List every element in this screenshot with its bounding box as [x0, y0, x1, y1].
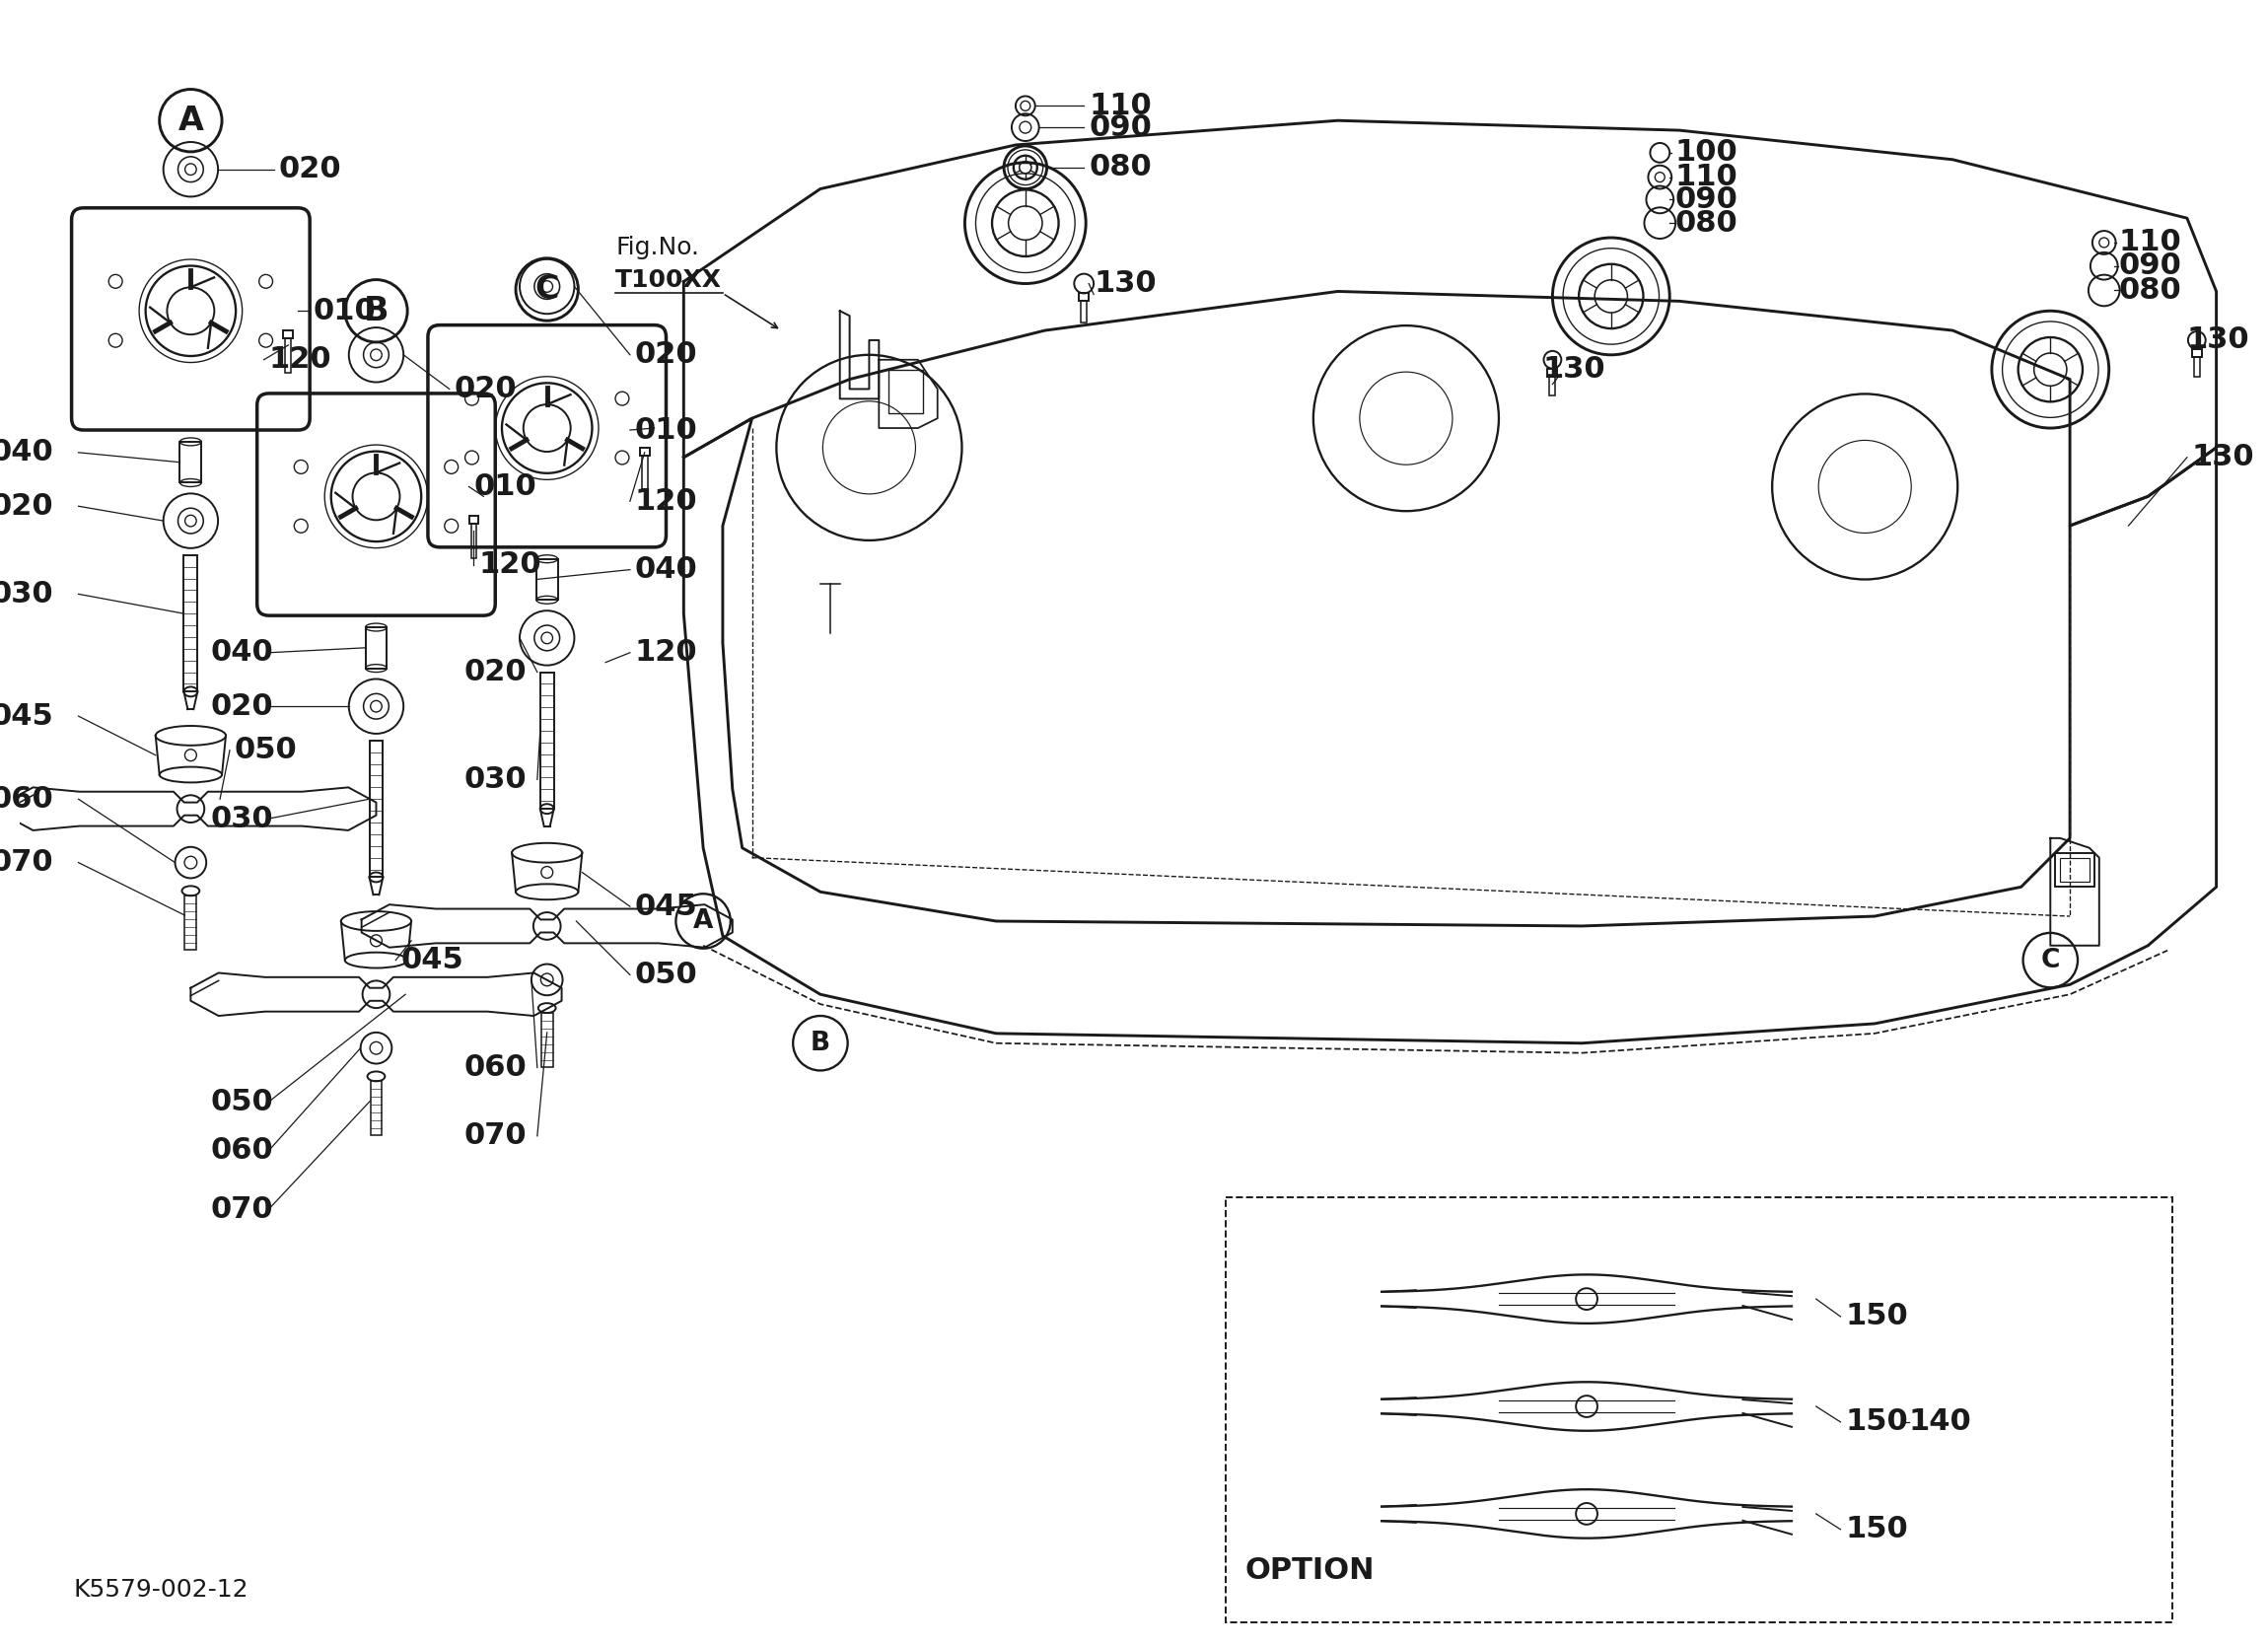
- Text: 050: 050: [211, 1087, 272, 1117]
- Text: 040: 040: [0, 438, 54, 466]
- Text: 030: 030: [211, 804, 272, 833]
- Text: 070: 070: [465, 1122, 526, 1150]
- Text: 070: 070: [0, 848, 54, 876]
- Text: 040: 040: [635, 555, 699, 585]
- Text: 020: 020: [279, 155, 340, 184]
- Text: 060: 060: [211, 1136, 272, 1164]
- Text: K5579-002-12: K5579-002-12: [73, 1578, 249, 1603]
- Bar: [889, 369, 923, 413]
- Bar: [640, 448, 649, 456]
- Bar: [1082, 301, 1086, 323]
- Text: 120: 120: [479, 550, 542, 580]
- Bar: [184, 555, 197, 692]
- Text: 080: 080: [1674, 209, 1737, 237]
- Text: 020: 020: [211, 692, 272, 721]
- Text: 010: 010: [313, 296, 376, 324]
- Text: 050: 050: [234, 736, 297, 764]
- Text: A: A: [177, 104, 204, 137]
- Text: 100: 100: [1674, 138, 1737, 166]
- Text: 030: 030: [465, 766, 526, 794]
- Text: B: B: [363, 295, 388, 328]
- Text: C: C: [2041, 947, 2059, 973]
- Text: 020: 020: [454, 376, 517, 404]
- Text: 010: 010: [635, 415, 699, 445]
- Bar: [472, 524, 476, 558]
- Bar: [1547, 369, 1558, 376]
- Text: 120: 120: [270, 346, 331, 374]
- Bar: [1080, 293, 1089, 301]
- Bar: [2059, 858, 2089, 883]
- Bar: [540, 672, 553, 809]
- Text: 030: 030: [0, 580, 54, 608]
- Bar: [469, 516, 479, 524]
- Text: B: B: [810, 1031, 830, 1056]
- Bar: [1225, 1197, 2173, 1622]
- Text: 120: 120: [635, 639, 699, 667]
- Text: 070: 070: [211, 1194, 272, 1224]
- Text: 110: 110: [2118, 229, 2182, 257]
- Text: 080: 080: [2118, 277, 2182, 305]
- Bar: [184, 896, 197, 949]
- Bar: [2193, 357, 2200, 376]
- Text: 080: 080: [1089, 153, 1152, 181]
- Text: 020: 020: [0, 492, 54, 520]
- Bar: [284, 331, 293, 338]
- Text: 110: 110: [1674, 163, 1737, 191]
- Text: 045: 045: [635, 893, 699, 921]
- Text: T100XX: T100XX: [615, 268, 721, 292]
- Text: 150: 150: [1846, 1408, 1907, 1436]
- Text: 130: 130: [2186, 326, 2250, 354]
- Bar: [542, 1013, 553, 1067]
- Text: 130: 130: [1093, 268, 1157, 298]
- Bar: [370, 741, 383, 878]
- Bar: [642, 456, 649, 489]
- Text: 040: 040: [211, 639, 272, 667]
- Text: 045: 045: [401, 945, 463, 975]
- Bar: [2055, 853, 2093, 888]
- Text: 110: 110: [1089, 92, 1152, 120]
- Text: Fig.No.: Fig.No.: [615, 236, 699, 259]
- Text: 020: 020: [635, 341, 699, 369]
- Text: A: A: [694, 907, 712, 934]
- Text: 060: 060: [465, 1054, 526, 1082]
- Bar: [179, 441, 202, 483]
- Text: 130: 130: [2191, 443, 2254, 471]
- Text: 120: 120: [635, 488, 699, 516]
- Text: 090: 090: [2118, 252, 2182, 280]
- Bar: [1549, 376, 1556, 395]
- Bar: [535, 558, 558, 600]
- Text: C: C: [535, 273, 560, 306]
- Text: OPTION: OPTION: [1245, 1556, 1374, 1584]
- Bar: [286, 338, 290, 372]
- Bar: [2191, 349, 2202, 357]
- Bar: [370, 1082, 381, 1135]
- Text: 150: 150: [1846, 1303, 1907, 1331]
- Text: 050: 050: [635, 960, 699, 990]
- Text: 010: 010: [474, 473, 538, 501]
- Bar: [365, 628, 388, 669]
- Text: 060: 060: [0, 784, 54, 814]
- Text: 020: 020: [465, 657, 526, 687]
- Text: 090: 090: [1674, 186, 1737, 214]
- Text: 045: 045: [0, 702, 54, 730]
- Text: 130: 130: [1542, 356, 1606, 384]
- Text: 150: 150: [1846, 1515, 1907, 1543]
- Text: 090: 090: [1089, 114, 1152, 142]
- Text: 140: 140: [1910, 1408, 1971, 1436]
